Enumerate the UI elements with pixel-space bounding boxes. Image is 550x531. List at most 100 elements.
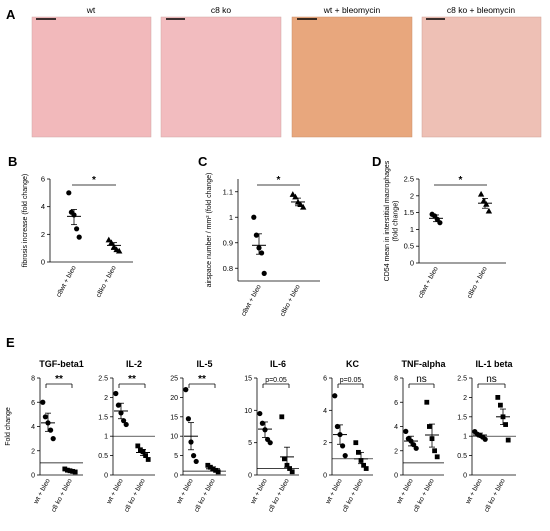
y-tick-label: 20	[170, 395, 178, 402]
x-tick-label: wt + bleo	[464, 477, 484, 506]
data-point	[403, 428, 409, 434]
significance-label: p=0.05	[340, 377, 362, 384]
x-tick-label: wt + bleo	[324, 477, 344, 506]
charts-layer: 0 2 4 6 fibrosis increase (fold change) c8wt …	[5, 160, 516, 513]
data-point	[183, 387, 189, 393]
y-tick-label: 0.5	[457, 453, 467, 460]
data-point	[116, 247, 123, 254]
chart-title: IL-5	[196, 359, 212, 369]
y-tick-label: 0.5	[98, 453, 108, 460]
y-axis-label-line: CD54 mean in interstitial macrophages	[384, 160, 391, 281]
data-point	[287, 466, 292, 471]
x-tick-label: c8 ko + bleo	[123, 477, 147, 513]
y-tick-label: 1	[463, 434, 467, 441]
micrograph-wt: wt	[31, 5, 152, 138]
significance-label: **	[128, 374, 136, 385]
y-tick-label: 8	[31, 376, 35, 383]
data-point	[50, 436, 56, 442]
y-tick-label: 1	[410, 225, 414, 234]
y-tick-label: 2	[394, 448, 398, 455]
data-point	[361, 462, 366, 468]
panel-letter-a: A	[6, 7, 16, 22]
y-tick-label: 5	[248, 440, 252, 447]
x-tick-label: c8ko + bleo	[466, 265, 489, 299]
data-point	[342, 453, 348, 459]
data-point	[432, 448, 437, 454]
x-tick-label: wt + bleo	[32, 477, 52, 506]
y-tick-label: 0	[323, 473, 327, 480]
y-tick-label: 0	[174, 473, 178, 480]
y-tick-label: 0	[463, 473, 467, 480]
y-tick-label: 4	[394, 424, 398, 431]
x-tick-label: c8 ko + bleo	[412, 477, 436, 513]
micrograph-c8ko: c8 ko	[160, 5, 282, 138]
y-axis-label-line: (fold change)	[392, 201, 399, 242]
x-tick-label: wt + bleo	[175, 477, 195, 506]
y-tick-label: 6	[41, 175, 45, 184]
micrograph-c8ko-bleomycin: c8 ko + bleomycin	[421, 5, 542, 138]
y-tick-label: 0	[41, 258, 45, 267]
data-point	[427, 424, 432, 429]
y-tick-label: 0	[394, 473, 398, 480]
significance-label: ns	[486, 374, 497, 385]
data-point	[123, 421, 129, 428]
chart-title: IL-6	[270, 359, 286, 369]
data-point	[437, 220, 443, 226]
micrograph-row: wt c8 ko wt + bleomycin c8 ko + bleomyci…	[31, 5, 542, 138]
data-point	[363, 466, 369, 471]
data-point	[477, 190, 485, 197]
data-point	[259, 420, 265, 426]
x-tick-label: c8 ko + bleo	[50, 477, 74, 513]
chart-title: IL-1 beta	[475, 359, 513, 369]
micrograph-wt-bleomycin: wt + bleomycin	[291, 5, 413, 138]
y-axis-label: airspace number / mm² (fold change)	[206, 173, 213, 288]
x-tick-label: wt + bleo	[105, 477, 125, 506]
data-point	[66, 190, 72, 196]
data-point	[413, 445, 419, 451]
data-point	[282, 456, 287, 462]
y-tick-label: 1.1	[223, 187, 233, 196]
x-tick-label: c8wt + bleo	[240, 283, 263, 317]
y-tick-label: 2	[323, 440, 327, 447]
data-point	[257, 410, 263, 417]
y-tick-label: 2	[31, 448, 35, 455]
data-point	[495, 395, 501, 400]
micrograph-label-wt: wt	[86, 5, 96, 15]
y-tick-label: 6	[394, 400, 398, 407]
panel-letter-d: D	[372, 154, 381, 169]
data-point	[332, 393, 338, 399]
y-tick-label: 2.5	[457, 376, 467, 383]
data-point	[267, 440, 273, 446]
data-point	[48, 427, 54, 433]
x-tick-label: c8ko + bleo	[95, 264, 118, 298]
data-point	[482, 436, 488, 442]
y-tick-label: 10	[170, 434, 178, 441]
data-point	[193, 458, 199, 465]
data-point	[145, 457, 151, 462]
y-tick-label: 2	[41, 230, 45, 239]
x-tick-label: wt + bleo	[249, 477, 269, 506]
y-tick-label: 15	[170, 414, 178, 421]
significance-label: *	[277, 175, 281, 186]
data-point	[105, 236, 112, 243]
chart-title: KC	[346, 359, 359, 369]
y-tick-label: 25	[170, 376, 178, 383]
chart-panel-10: 0 0.5 1 1.5 2 2.5 IL-1 beta wt + bleo c8 ko + bl…	[457, 359, 516, 513]
data-point	[289, 191, 296, 197]
y-tick-label: 0.9	[223, 238, 233, 247]
significance-label: **	[198, 374, 206, 385]
significance-label: *	[459, 175, 463, 186]
y-tick-label: 4	[323, 408, 327, 415]
chart-title: IL-2	[126, 359, 142, 369]
y-tick-label: 2	[410, 191, 414, 200]
data-point	[115, 402, 121, 408]
data-point	[62, 466, 68, 472]
x-tick-label: c8wt + bleo	[55, 264, 78, 298]
x-tick-label: c8 ko + bleo	[267, 477, 291, 513]
